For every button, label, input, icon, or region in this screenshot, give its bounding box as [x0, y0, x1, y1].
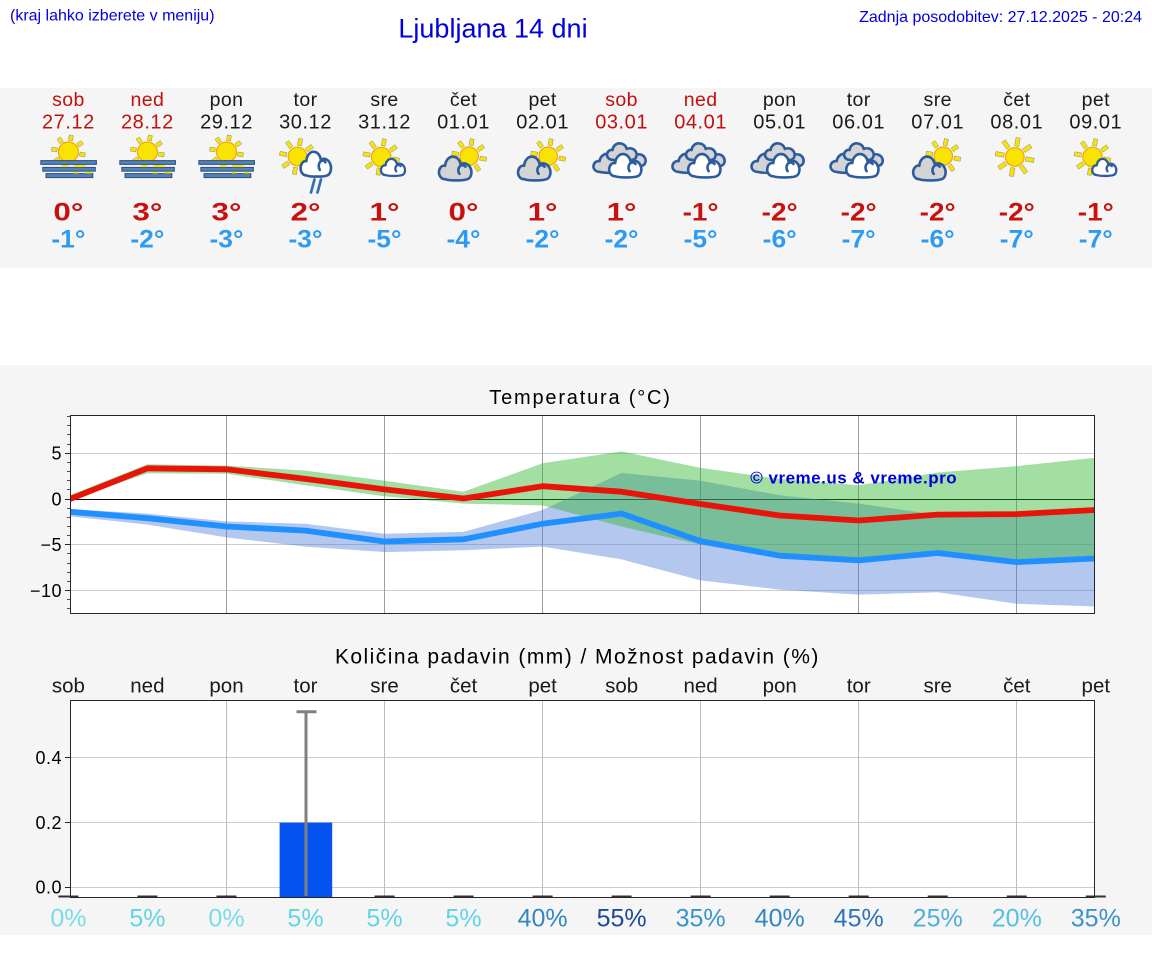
svg-text:5%: 5% [445, 905, 481, 933]
svg-text:-1°: -1° [1078, 199, 1114, 227]
svg-text:04.01: 04.01 [674, 112, 727, 134]
svg-text:sre: sre [924, 89, 952, 111]
svg-text:sob: sob [52, 675, 85, 698]
svg-text:-5°: -5° [368, 226, 402, 254]
svg-text:1°: 1° [607, 199, 637, 227]
svg-text:0°: 0° [53, 199, 83, 227]
svg-text:pet: pet [1082, 675, 1111, 698]
svg-text:0: 0 [51, 489, 62, 509]
svg-text:−5: −5 [40, 535, 62, 555]
svg-text:-2°: -2° [130, 226, 164, 254]
svg-text:08.01: 08.01 [990, 112, 1043, 134]
svg-text:ned: ned [131, 89, 165, 111]
svg-text:tor: tor [294, 89, 318, 111]
svg-text:-1°: -1° [683, 199, 719, 227]
svg-text:sre: sre [923, 675, 951, 698]
svg-text:40%: 40% [518, 905, 568, 933]
svg-text:29.12: 29.12 [200, 112, 253, 134]
svg-text:07.01: 07.01 [911, 112, 964, 134]
svg-text:-4°: -4° [447, 226, 481, 254]
svg-text:tor: tor [847, 89, 871, 111]
svg-text:02.01: 02.01 [516, 112, 569, 134]
svg-text:−10: −10 [30, 581, 62, 601]
svg-text:pon: pon [763, 89, 797, 111]
svg-text:45%: 45% [834, 905, 884, 933]
svg-text:sre: sre [370, 675, 398, 698]
svg-text:(kraj lahko izberete v meniju): (kraj lahko izberete v meniju) [10, 8, 215, 25]
svg-text:-2°: -2° [999, 199, 1035, 227]
svg-text:čet: čet [450, 675, 478, 698]
svg-text:pet: pet [528, 89, 556, 111]
svg-text:1°: 1° [528, 199, 558, 227]
svg-text:čet: čet [1003, 675, 1031, 698]
svg-text:tor: tor [294, 675, 318, 698]
svg-text:čet: čet [450, 89, 477, 111]
svg-text:3°: 3° [132, 199, 162, 227]
svg-text:25%: 25% [913, 905, 963, 933]
svg-text:55%: 55% [597, 905, 647, 933]
svg-text:ned: ned [130, 675, 164, 698]
svg-text:sre: sre [370, 89, 398, 111]
svg-text:pet: pet [1082, 89, 1110, 111]
svg-text:05.01: 05.01 [753, 112, 806, 134]
svg-text:Ljubljana 14 dni: Ljubljana 14 dni [398, 14, 587, 44]
svg-text:-5°: -5° [684, 226, 718, 254]
svg-text:pon: pon [763, 675, 797, 698]
svg-text:-6°: -6° [921, 226, 955, 254]
svg-text:1°: 1° [370, 199, 400, 227]
svg-text:pon: pon [210, 89, 244, 111]
svg-text:-6°: -6° [763, 226, 797, 254]
svg-text:-7°: -7° [842, 226, 876, 254]
svg-text:35%: 35% [676, 905, 726, 933]
svg-text:40%: 40% [755, 905, 805, 933]
svg-text:0.2: 0.2 [35, 813, 62, 833]
svg-text:sob: sob [605, 89, 638, 111]
svg-text:0%: 0% [208, 905, 244, 933]
svg-text:-2°: -2° [920, 199, 956, 227]
svg-text:-2°: -2° [841, 199, 877, 227]
svg-text:20%: 20% [992, 905, 1042, 933]
svg-text:0.0: 0.0 [35, 878, 62, 898]
svg-text:Količina padavin (mm) / Možnos: Količina padavin (mm) / Možnost padavin … [335, 646, 820, 669]
svg-text:5%: 5% [366, 905, 402, 933]
svg-text:© vreme.us & vreme.pro: © vreme.us & vreme.pro [750, 469, 957, 488]
svg-text:-2°: -2° [762, 199, 798, 227]
svg-text:5%: 5% [129, 905, 165, 933]
svg-text:01.01: 01.01 [437, 112, 490, 134]
svg-text:30.12: 30.12 [279, 112, 332, 134]
svg-text:0.4: 0.4 [35, 748, 62, 768]
svg-text:-7°: -7° [1079, 226, 1113, 254]
svg-text:Temperatura (°C): Temperatura (°C) [489, 387, 671, 409]
svg-text:ned: ned [684, 89, 718, 111]
svg-text:35%: 35% [1071, 905, 1121, 933]
svg-text:čet: čet [1003, 89, 1030, 111]
svg-text:5%: 5% [287, 905, 323, 933]
svg-text:-3°: -3° [289, 226, 323, 254]
svg-text:tor: tor [847, 675, 871, 698]
svg-text:sob: sob [52, 89, 85, 111]
svg-text:0°: 0° [449, 199, 479, 227]
svg-text:09.01: 09.01 [1069, 112, 1122, 134]
svg-text:-7°: -7° [1000, 226, 1034, 254]
svg-text:pet: pet [528, 675, 557, 698]
svg-text:3°: 3° [212, 199, 242, 227]
svg-text:0%: 0% [50, 905, 86, 933]
svg-text:03.01: 03.01 [595, 112, 648, 134]
svg-text:31.12: 31.12 [358, 112, 411, 134]
svg-text:pon: pon [209, 675, 243, 698]
svg-text:-2°: -2° [605, 226, 639, 254]
svg-text:sob: sob [605, 675, 638, 698]
svg-text:5: 5 [51, 444, 62, 464]
svg-text:Zadnja posodobitev: 27.12.2025: Zadnja posodobitev: 27.12.2025 - 20:24 [859, 9, 1142, 26]
svg-text:28.12: 28.12 [121, 112, 174, 134]
svg-text:-2°: -2° [526, 226, 560, 254]
svg-text:-3°: -3° [210, 226, 244, 254]
svg-text:ned: ned [683, 675, 717, 698]
svg-text:-1°: -1° [51, 226, 85, 254]
svg-text:2°: 2° [291, 199, 321, 227]
svg-text:06.01: 06.01 [832, 112, 885, 134]
svg-text:27.12: 27.12 [42, 112, 95, 134]
